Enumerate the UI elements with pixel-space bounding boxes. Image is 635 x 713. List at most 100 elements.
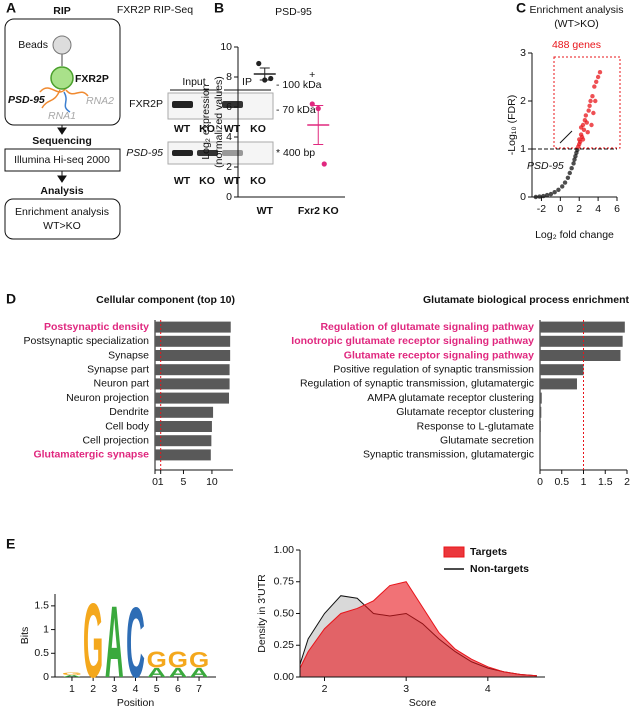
y-tick-label: 1 [520,143,526,155]
area-fill [300,581,537,677]
y-tick-label: 0 [520,191,526,203]
category-label: Glutamate secretion [440,434,534,446]
x-tick-label: 1 [581,476,587,488]
category-label: Synapse part [87,363,149,375]
bar [540,406,542,418]
data-point [321,161,327,167]
category-label: Postsynaptic density [44,321,149,333]
annotation: PSD-95 [527,160,564,172]
bar [540,378,577,390]
category-label: Regulation of synaptic transmission, glu… [300,378,534,390]
category-label: Cell body [105,420,150,432]
data-point [560,184,565,189]
data-point [595,74,601,80]
chart-title: (WT>KO) [554,18,599,30]
x-tick-label: 6 [175,683,181,695]
y-tick-label: 1 [43,623,49,635]
x-tick-label: 4 [133,683,139,695]
data-point [589,122,594,128]
category-label: Neuron part [94,378,150,390]
error-bar [313,105,324,145]
y-tick-label: 4 [226,131,232,143]
panel-label: C [516,0,526,16]
y-axis-label: Density in 3'UTR [256,574,268,653]
logo-letter: A [147,665,166,680]
lane-label: KO [250,175,266,187]
category-label: Positive regulation of synaptic transmis… [333,363,534,375]
band [197,150,218,156]
x-axis-label: Score [409,697,437,709]
bar [155,350,231,361]
data-point [580,122,586,128]
panel-title: FXR2P RIP-Seq [117,4,193,16]
diagram-label: Beads [18,39,48,51]
data-point [569,166,574,171]
y-axis-label: Bits [19,627,31,645]
error-bar [259,67,270,81]
flow-step: Analysis [40,185,83,197]
rna-strand [63,91,71,113]
band [172,150,193,156]
data-point [594,79,599,85]
bar [155,378,230,390]
x-tick-label: 1.5 [598,476,613,488]
y-tick-label: 3 [520,47,526,59]
x-tick-label: 0.5 [554,476,569,488]
data-point [592,84,597,89]
x-tick-label: 2 [624,476,630,488]
x-axis-label: Position [117,697,155,709]
band [172,101,193,108]
gel-group: Input [182,76,205,88]
data-point [552,190,557,195]
data-point [597,70,603,75]
data-point [587,103,592,109]
y-axis-label: (normalized values) [213,76,225,168]
logo-letter: G [147,648,167,673]
x-tick-label: 7 [196,683,202,695]
logo-letter: A [190,665,209,680]
logo-letter: C [126,588,145,699]
rna-strand [39,87,89,109]
logo-letter: A [63,675,82,678]
diagram-label: RNA1 [48,110,76,122]
logo-letter: G [168,648,188,673]
x-tick-label: 3 [403,683,409,695]
chart-title: Enrichment analysis [530,4,624,16]
lane-label: WT [224,175,241,187]
category-label: Response to L-glutamate [417,420,534,432]
chart-title: PSD-95 [275,6,312,18]
data-point [583,113,589,118]
data-point [571,161,576,166]
category-label: Neuron projection [66,392,149,404]
bar [155,435,212,447]
y-tick-label: 1.00 [274,544,295,556]
data-point [573,154,578,159]
data-point [533,194,538,200]
diagram-label: PSD-95 [8,94,45,106]
bead [52,35,72,55]
category-label: Synapse [108,349,149,361]
annotation: + [309,69,315,81]
logo-letter: A [168,665,187,680]
gel-row: FXR2P [129,98,163,110]
size-marker: - 70 kDa [276,104,316,116]
y-tick-label: 0.00 [274,671,295,683]
x-tick-label: 0 [557,203,563,215]
x-tick-label: 2 [322,683,328,695]
chart-title: Glutamate biological process enrichment [423,294,629,306]
flow-step: Enrichment analysis [15,206,109,218]
bar [540,392,542,404]
lane-label: KO [199,175,215,187]
gel [167,141,274,165]
data-point [585,130,590,135]
flow-step: RIP [53,5,71,17]
y-tick-label: 0 [43,671,49,683]
bar [155,421,212,432]
x-tick-label: 5 [181,476,187,488]
flow-step: Illumina Hi-seq 2000 [14,154,110,166]
bar [155,335,231,347]
category-label: Dendrite [109,406,149,418]
x-tick-label: 10 [206,476,218,488]
diagram-label: RNA2 [86,95,114,107]
